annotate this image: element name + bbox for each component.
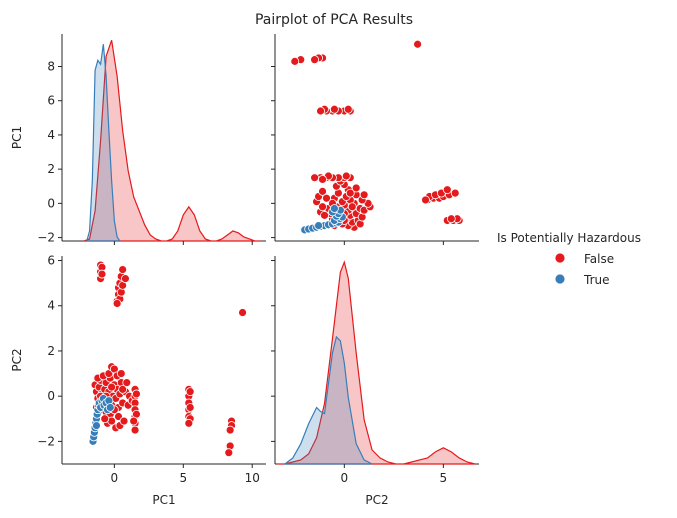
panel-pc2-kde-true (283, 335, 373, 465)
panel-pc1-kde-ytick-label: 4 (47, 128, 55, 142)
panel-pc1-pc2-ytick-label: 2 (47, 344, 55, 358)
panel-pc1-pc2-point-false (118, 265, 128, 274)
panel-pc2-pc1-point-false (343, 104, 353, 114)
panel-pc2-pc1-point-false (310, 55, 320, 65)
panel-pc1-pc2-point-false (100, 414, 110, 424)
panel-pc1-pc2-point-false (132, 389, 141, 399)
panel-pc1-pc2-point-false (130, 425, 140, 435)
panel-pc1-pc2-point-false (129, 416, 139, 426)
panel-pc2-pc1-point-false (330, 104, 339, 114)
panel-pc1-pc2-ytick-label: 6 (47, 254, 55, 268)
panel-pc1-pc2-point-false (112, 299, 122, 308)
panel-pc1-pc2-point-false (122, 378, 132, 388)
panel-pc1-pc2-point-false (118, 384, 128, 394)
panel-pc2-pc1-point-false (318, 186, 327, 196)
panel-pc1-pc2-point-false (119, 416, 129, 426)
panel-pc2-pc1-point-false (413, 39, 423, 49)
panel-pc1-pc2-point-false (184, 418, 194, 428)
panel-pc2-pc1-point-false (446, 214, 456, 224)
panel-pc2-pc1-point-false (359, 190, 369, 200)
panel-pc2-kde-xtick-label: 0 (341, 471, 349, 485)
panel-pc2-pc1-point-false (318, 202, 327, 212)
panel-pc1-pc2-ytick-label: 0 (47, 389, 55, 403)
x-axis-label-pc1: PC1 (152, 493, 175, 507)
panel-pc1-pc2-xtick-label: 10 (245, 471, 260, 485)
panel-pc1-pc2-point-false (238, 308, 247, 317)
panel-pc2-pc1-point-false (320, 210, 329, 220)
panel-pc2-pc1-point-false (310, 173, 320, 183)
panel-pc1-pc2-xtick-label: 5 (179, 471, 187, 485)
panel-pc1-pc2-point-false (185, 387, 195, 397)
panel-pc2-pc1-point-false (351, 183, 361, 193)
panel-pc2-pc1-point-false (318, 175, 327, 184)
panel-pc1-pc2-ytick-label: −2 (37, 434, 55, 448)
panel-pc2-pc1-point-false (290, 56, 300, 66)
panel-pc1-pc2-point-false (225, 425, 235, 435)
legend-label-true: True (583, 273, 610, 287)
panel-pc1-pc2-point-false (185, 403, 195, 412)
legend-marker-true (554, 273, 566, 285)
panel-grid: −2 0 2 4 6 8 0 5 10 −2 0 2 4 6 0 5 PC1 PC2 PC1 PC2 (10, 34, 479, 507)
panel-pc2-pc1-point-true (314, 221, 323, 231)
legend-marker-false (554, 252, 566, 264)
panel-pc1-kde-ytick-label: 8 (47, 60, 55, 74)
x-axis-label-pc2: PC2 (365, 493, 388, 507)
panel-pc2-pc1-point-false (316, 106, 325, 116)
panel-pc1-pc2-point-false (224, 448, 234, 458)
panel-pc1-kde-ytick-label: −2 (37, 231, 55, 245)
legend-label-false: False (584, 252, 614, 266)
panel-pc1-pc2-ytick-label: 4 (47, 299, 55, 313)
panel-pc1-kde-ytick-label: 6 (47, 94, 55, 108)
legend: Is Potentially Hazardous False True (497, 231, 641, 287)
panel-pc2-pc1-point-true (330, 204, 339, 213)
panel-pc1-kde-ytick-label: 0 (47, 196, 55, 210)
panel-pc1-kde-true (86, 44, 122, 242)
panel-pc1-pc2-point-false (107, 382, 117, 392)
panel-pc1-pc2-point-false (97, 269, 107, 279)
panel-pc2-pc1-point-false (442, 185, 452, 195)
panel-pc1-pc2-point-false (121, 274, 130, 284)
panel-pc2-pc1-point-false (347, 202, 357, 212)
panel-pc1-kde-ytick-label: 2 (47, 162, 55, 176)
panel-pc2-pc1-point-false (341, 171, 351, 181)
panel-pc2-pc1-point-false (450, 188, 460, 198)
panel-pc2-kde-xtick-label: 5 (440, 471, 448, 485)
panel-pc1-kde-false (83, 40, 261, 242)
panel-pc2-kde-false (276, 260, 476, 465)
panel-pc2-pc1-point-false (421, 195, 430, 205)
legend-title: Is Potentially Hazardous (497, 231, 641, 245)
panel-pc1-pc2-xtick-label: 0 (111, 471, 119, 485)
chart-title: Pairplot of PCA Results (255, 12, 413, 28)
panel-pc1-pc2-point-false (116, 369, 126, 378)
panel-pc1-pc2-point-true (92, 421, 101, 430)
panel-pc1-pc2-point-true (105, 403, 115, 412)
y-axis-label-pc1: PC1 (10, 126, 24, 149)
panel-pc2-pc1-point-false (345, 188, 355, 198)
y-axis-label-pc2: PC2 (10, 348, 24, 371)
